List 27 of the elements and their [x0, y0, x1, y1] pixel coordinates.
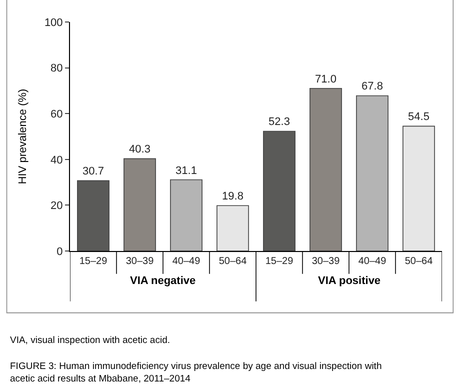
- data-label: 52.3: [268, 116, 290, 128]
- x-tick-label: 30–39: [312, 256, 340, 267]
- y-tick-label: 60: [50, 108, 63, 120]
- x-tick-label: 40–49: [358, 256, 387, 267]
- text: VIA positive: [318, 275, 381, 287]
- x-tick-label: 40–49: [172, 256, 201, 267]
- data-label: 54.5: [408, 111, 430, 124]
- x-tick-label: 50–64: [404, 256, 434, 267]
- text: VIA, visual inspection with acetic acid.: [10, 335, 170, 346]
- y-tick-label: 0: [56, 246, 63, 258]
- data-label: 71.0: [315, 73, 336, 86]
- data-label: 40.3: [129, 144, 150, 156]
- text: VIA negative: [130, 275, 196, 287]
- data-label: 19.8: [222, 190, 244, 203]
- x-tick-label: 30–39: [126, 256, 154, 267]
- y-tick-label: 80: [50, 62, 63, 75]
- data-label: 31.1: [176, 164, 197, 177]
- x-tick-label: 15–29: [265, 256, 294, 267]
- x-tick-label: 15–29: [79, 256, 108, 267]
- y-tick-label: 40: [50, 154, 63, 166]
- y-axis-title: HIV prevalence (%): [17, 88, 30, 184]
- y-tick-label: 100: [44, 16, 63, 29]
- x-tick-label: 50–64: [218, 256, 248, 267]
- caption: FIGURE 3: Human immunodeficiency virus prevalence by age and visual inspection with acetic acid results at Mbabane, 2011–2014: [10, 361, 382, 384]
- data-label: 67.8: [362, 80, 383, 93]
- data-label: 30.7: [82, 166, 104, 178]
- y-tick-label: 20: [50, 200, 63, 212]
